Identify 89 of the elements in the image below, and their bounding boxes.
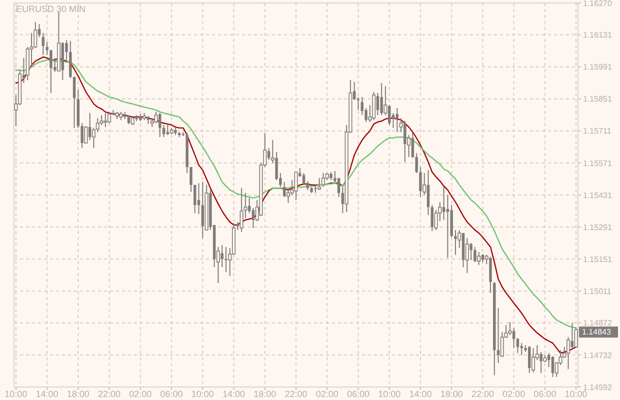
x-tick-label: 14:00 [222,389,246,399]
candlestick [100,114,104,126]
candlestick [454,230,457,256]
candlestick [396,108,398,133]
candlestick [404,120,406,163]
candlestick [282,181,286,198]
y-tick-label: 1.14872 [583,318,612,328]
candlestick [516,338,520,354]
x-tick-label: 22:00 [98,389,121,399]
candlestick [84,126,88,144]
y-tick-label: 1.16270 [583,0,612,8]
x-tick-label: 06:00 [160,389,183,399]
candlestick [528,346,531,374]
candlestick [50,50,52,94]
candlestick [411,132,414,158]
y-tick-label: 1.15571 [583,158,612,168]
candlestick [201,181,204,239]
candlestick [46,42,48,56]
x-tick-label: 10:00 [191,389,214,399]
candlestick [372,92,376,120]
x-tick-label: 06:00 [346,389,370,399]
x-tick-label: 14:00 [409,389,432,399]
candlestick [356,96,360,111]
y-tick-label: 1.14592 [583,382,612,392]
text: 1.14843 [582,327,612,336]
y-tick-label: 1.15711 [583,126,612,136]
x-tick-label: 10:00 [564,389,588,399]
candlestick [470,242,472,260]
y-tick-label: 1.15431 [583,190,612,200]
y-tick-label: 1.15991 [583,62,612,72]
candlestick [166,124,170,136]
candlestick [520,342,523,356]
y-tick-label: 1.15151 [583,254,612,264]
candlestick [294,172,298,201]
candlestick [240,188,244,233]
candlestick [224,246,228,273]
candlestick [388,104,391,126]
candlestick [446,194,450,258]
candlestick [42,32,45,56]
candlestick [474,246,476,263]
x-tick-label: 14:00 [36,389,58,399]
candlestick [442,186,446,220]
candlestick [162,124,166,138]
candlestick [360,96,364,116]
candlestick [570,322,574,350]
candlestick [415,152,418,174]
candlestick [380,82,383,116]
candlestick [532,348,536,373]
x-tick-label: 22:00 [471,389,494,399]
candlestick [302,172,306,185]
y-tick-label: 1.15291 [583,222,612,232]
candlestick [190,166,192,193]
y-tick-label: 1.14732 [583,350,612,360]
x-tick-label: 22:00 [284,389,308,399]
x-tick-label: 18:00 [66,389,90,399]
candlestick [88,112,92,141]
candlestick [540,351,542,374]
y-tick-label: 1.15011 [583,286,612,296]
candlestick [508,322,512,336]
candlestick [220,244,224,268]
candlestick [72,76,76,128]
x-tick-label: 10:00 [378,389,401,399]
x-tick-label: 06:00 [534,389,556,399]
candlestick [80,122,84,149]
x-tick-label: 18:00 [254,389,276,399]
candlestick [426,170,430,216]
y-tick-label: 1.16131 [583,30,612,40]
candlestick [154,111,158,124]
candlestick [512,327,516,349]
x-tick-label: 02:00 [129,389,152,399]
candlestick [477,251,481,266]
candlestick [376,92,380,116]
candlestick [551,356,554,378]
candlestick [197,182,200,214]
candlestick [194,184,196,214]
candlestick [496,308,500,364]
candlestick [321,172,325,188]
x-tick-label: 02:00 [316,389,338,399]
candlestick [252,208,255,228]
x-tick-label: 02:00 [502,389,526,399]
candlestick [104,112,108,128]
candlestick [337,178,340,198]
candlestick [419,166,422,198]
x-tick-label: 10:00 [4,389,28,399]
candlestick [108,111,112,124]
candlestick [275,151,278,181]
x-tick-label: 18:00 [440,389,463,399]
chart-title: EURUSD 30 MIN [16,4,86,14]
y-tick-label: 1.15851 [583,94,612,104]
